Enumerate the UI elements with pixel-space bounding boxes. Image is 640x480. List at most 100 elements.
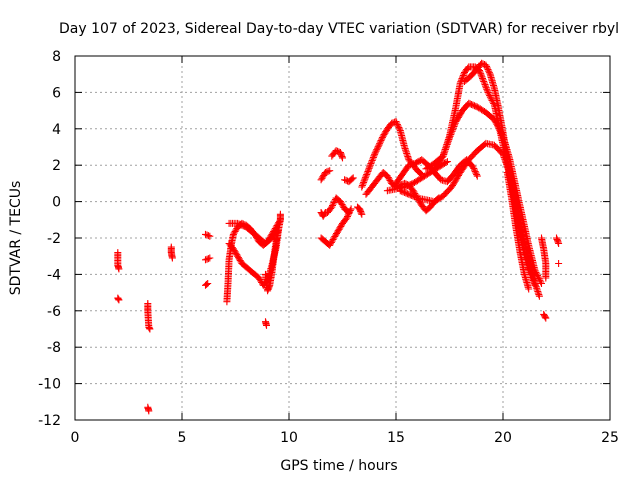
- data-point: [337, 199, 345, 207]
- data-point: [374, 143, 382, 151]
- data-point: [369, 155, 377, 163]
- data-point: [376, 138, 384, 146]
- data-point: [541, 313, 549, 321]
- data-point: [381, 129, 389, 137]
- data-point: [318, 174, 326, 182]
- data-point: [331, 233, 339, 240]
- x-tick-label: 15: [387, 430, 405, 446]
- x-tick-label: 20: [494, 430, 512, 446]
- data-point: [229, 245, 237, 253]
- data-point: [276, 210, 284, 218]
- data-point: [367, 160, 375, 168]
- data-point: [385, 175, 393, 183]
- data-point: [555, 240, 563, 247]
- x-tick-label: 0: [71, 430, 80, 446]
- data-point: [336, 198, 344, 206]
- data-point: [486, 92, 494, 100]
- data-point: [202, 256, 209, 264]
- y-tick-label: -8: [47, 340, 61, 356]
- data-point: [482, 82, 490, 90]
- data-point: [479, 76, 487, 84]
- data-point: [480, 79, 488, 87]
- data-point: [393, 119, 401, 127]
- data-point: [371, 150, 379, 158]
- data-point: [334, 227, 342, 235]
- data-point: [339, 154, 346, 162]
- data-point: [378, 134, 386, 142]
- data-point: [363, 169, 371, 177]
- data-point: [460, 70, 468, 78]
- data-point: [396, 125, 404, 133]
- data-point: [345, 209, 353, 216]
- data-point: [326, 167, 334, 175]
- data-point: [450, 179, 458, 187]
- data-points: [114, 59, 563, 415]
- x-axis-label: GPS time / hours: [280, 458, 397, 474]
- data-point: [327, 238, 335, 246]
- data-point: [527, 270, 535, 278]
- data-point: [206, 254, 214, 262]
- data-point: [335, 225, 343, 233]
- data-point: [525, 285, 533, 293]
- data-point: [333, 228, 341, 236]
- data-point: [459, 73, 467, 81]
- chart-title: Day 107 of 2023, Sidereal Day-to-day VTE…: [59, 21, 619, 37]
- data-point: [332, 231, 340, 239]
- data-point: [341, 176, 349, 184]
- y-axis-label: SDTVAR / TECUs: [8, 181, 24, 296]
- tick-labels: 0 5 10 15 20 25 -12 -10 -8 -6 -4 -2 0 2 4 6 8: [38, 49, 619, 446]
- data-point: [473, 172, 481, 180]
- data-point: [377, 137, 385, 145]
- data-point: [202, 230, 209, 238]
- data-point: [535, 291, 543, 299]
- data-point: [339, 202, 347, 210]
- data-point: [542, 314, 550, 322]
- data-point: [473, 171, 481, 179]
- data-point: [485, 69, 493, 77]
- data-point: [146, 325, 154, 333]
- data-point: [360, 177, 368, 185]
- data-point: [361, 174, 369, 182]
- data-point: [338, 201, 346, 208]
- data-point: [349, 174, 357, 182]
- data-point: [368, 158, 375, 166]
- data-point: [469, 101, 477, 109]
- data-point: [478, 59, 486, 67]
- data-point: [145, 407, 153, 415]
- data-point: [479, 74, 486, 82]
- data-point: [368, 157, 376, 164]
- data-point: [535, 275, 543, 283]
- data-point: [398, 187, 406, 195]
- data-point: [358, 210, 366, 218]
- data-point: [263, 321, 270, 329]
- data-point: [204, 255, 212, 263]
- data-point: [403, 190, 411, 198]
- data-point: [380, 131, 388, 139]
- data-point: [483, 64, 491, 72]
- data-point: [365, 166, 372, 174]
- data-point: [360, 178, 368, 186]
- data-point: [477, 70, 485, 78]
- data-point: [402, 146, 410, 154]
- y-tick-label: -4: [47, 267, 61, 283]
- data-point: [484, 66, 492, 74]
- data-point: [409, 192, 417, 200]
- data-point: [451, 177, 459, 185]
- data-point: [471, 168, 479, 176]
- data-point: [472, 169, 480, 177]
- data-point: [235, 254, 242, 262]
- data-point: [382, 128, 390, 136]
- data-point: [256, 276, 264, 283]
- data-point: [115, 265, 123, 273]
- data-point: [484, 88, 492, 96]
- data-point: [533, 270, 541, 278]
- data-point: [454, 173, 462, 181]
- data-point: [411, 193, 418, 201]
- data-point: [449, 180, 457, 188]
- data-point: [535, 292, 543, 300]
- data-point: [372, 147, 380, 155]
- data-point: [477, 71, 485, 79]
- data-point: [438, 154, 446, 161]
- data-point: [469, 163, 477, 171]
- data-point: [529, 275, 537, 283]
